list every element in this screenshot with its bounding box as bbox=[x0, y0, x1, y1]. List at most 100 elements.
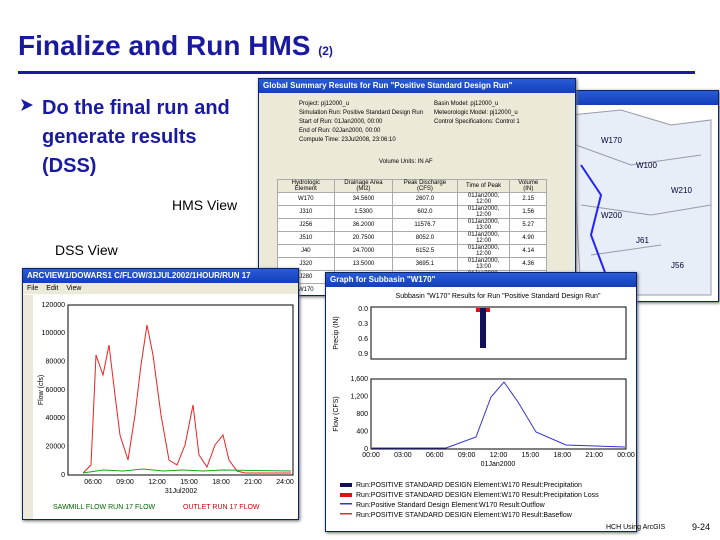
legend-swatch bbox=[340, 483, 352, 487]
map-label: J56 bbox=[671, 261, 684, 270]
header-cell: Drainage Area (MI2) bbox=[333, 179, 394, 193]
menu-bar: File Edit View bbox=[23, 283, 298, 294]
table-row: J320 13.5000 3695.1 01Jan2000, 13:00 4.36 bbox=[277, 257, 547, 271]
cell: 8052.0 bbox=[392, 231, 458, 245]
x-tick-label: 06:00 bbox=[426, 452, 444, 459]
graph-plot: Subbasin "W170" Results for Run "Positiv… bbox=[333, 293, 635, 519]
footer-left: HCH Using ArcGIS bbox=[606, 524, 666, 531]
x-tick-label: 24:00 bbox=[276, 479, 294, 486]
legend-entry: SAWMILL FLOW RUN 17 FLOW bbox=[53, 504, 156, 511]
map-label: W170 bbox=[601, 136, 622, 145]
flow-axis-label: Flow (CFS) bbox=[333, 396, 340, 431]
summary-field: Simulation Run: Positive Standard Design… bbox=[299, 110, 424, 116]
cell: 1.5300 bbox=[333, 205, 394, 219]
x-tick-label: 15:00 bbox=[180, 479, 198, 486]
flow-tick-label: 1,600 bbox=[350, 376, 368, 383]
cell: J510 bbox=[277, 231, 335, 245]
cell: 4.90 bbox=[509, 231, 547, 245]
table-row: Hydrologic Element Drainage Area (MI2) Pea… bbox=[277, 179, 547, 193]
map-label: W100 bbox=[636, 161, 657, 170]
table-row: J40 24.7000 6152.5 01Jan2000, 12:00 4.14 bbox=[277, 244, 547, 258]
y-tick-label: 0 bbox=[61, 472, 65, 479]
cell: 34.5600 bbox=[333, 192, 394, 206]
x-tick-label: 09:00 bbox=[116, 479, 134, 486]
flow-tick-label: 1,200 bbox=[350, 393, 368, 400]
x-tick-label: 12:00 bbox=[490, 452, 508, 459]
precip-axis-label: Precip (IN) bbox=[333, 316, 340, 349]
x-tick-label: 12:00 bbox=[148, 479, 166, 486]
hms-view-label: HMS View bbox=[172, 197, 238, 213]
precip-tick-label: 0.6 bbox=[358, 336, 368, 343]
summary-field: Compute Time: 23Jul2008, 23:06:10 bbox=[299, 137, 396, 143]
table-row: J510 20.7500 8052.0 01Jan2000, 12:00 4.90 bbox=[277, 231, 547, 245]
cell: 4.14 bbox=[509, 244, 547, 258]
cell: 13.5000 bbox=[333, 257, 394, 271]
x-tick-label: 06:00 bbox=[84, 479, 102, 486]
cell: 20.7500 bbox=[333, 231, 394, 245]
cell: 36.2000 bbox=[333, 218, 394, 232]
x-tick-label: 21:00 bbox=[244, 479, 262, 486]
header-cell: Volume (IN) bbox=[509, 179, 547, 193]
y-tick-label: 120000 bbox=[42, 302, 65, 309]
legend-swatch bbox=[340, 513, 352, 515]
flow-tick-label: 800 bbox=[356, 411, 368, 418]
cell: 4.36 bbox=[509, 257, 547, 271]
legend-entry: Run:POSITIVE STANDARD DESIGN Element:W17… bbox=[356, 512, 573, 519]
cell: 3695.1 bbox=[392, 257, 458, 271]
y-tick-label: 20000 bbox=[46, 444, 66, 451]
summary-field: Start of Run: 01Jan2000, 00:00 bbox=[299, 119, 383, 125]
precip-tick-label: 0.9 bbox=[358, 351, 368, 358]
x-tick-label: 21:00 bbox=[585, 452, 603, 459]
cell: 01Jan2000, 12:00 bbox=[456, 244, 511, 258]
legend-entry: OUTLET RUN 17 FLOW bbox=[183, 504, 260, 511]
cell: 01Jan2000, 12:00 bbox=[456, 192, 511, 206]
table-row: J310 1.5300 602.0 01Jan2000, 12:00 1.56 bbox=[277, 205, 547, 219]
title-bar: Graph for Subbasin "W170" bbox=[326, 273, 636, 287]
map-label: W200 bbox=[601, 211, 622, 220]
x-date: 31Jul2002 bbox=[165, 488, 197, 495]
header-cell: Peak Discharge (CFS) bbox=[392, 179, 458, 193]
legend-swatch bbox=[340, 493, 352, 497]
menu-item: View bbox=[66, 285, 82, 292]
table-row: J256 36.2000 11576.7 01Jan2000, 13:00 5.27 bbox=[277, 218, 547, 232]
dss-plot: 120000 100000 80000 60000 40000 20000 0 06:00 09… bbox=[23, 295, 294, 519]
cell: J310 bbox=[277, 205, 335, 219]
flow-tick-label: 0 bbox=[364, 446, 368, 453]
x-date: 01Jan2000 bbox=[481, 461, 516, 468]
title-bar: Global Summary Results for Run "Positive… bbox=[259, 79, 575, 93]
volume-units: Volume Units: IN AF bbox=[379, 159, 433, 165]
title-bar bbox=[561, 91, 718, 105]
x-tick-label: 18:00 bbox=[553, 452, 571, 459]
title-rule bbox=[18, 71, 695, 74]
cell: J256 bbox=[277, 218, 335, 232]
dss-window: ARCVIEW1/DOWARS1 C/FLOW/31JUL2002/1HOUR/… bbox=[22, 268, 299, 520]
header-cell: Hydrologic Element bbox=[277, 179, 335, 193]
x-tick-label: 15:00 bbox=[522, 452, 540, 459]
graph-window: Graph for Subbasin "W170" Subbasin "W170… bbox=[325, 272, 637, 532]
y-tick-label: 40000 bbox=[46, 415, 66, 422]
cell: 2.15 bbox=[509, 192, 547, 206]
legend-entry: Run:POSITIVE STANDARD DESIGN Element:W17… bbox=[356, 482, 582, 489]
bullet-icon bbox=[21, 99, 33, 111]
page-number: 9-24 bbox=[692, 522, 711, 532]
cell: 11576.7 bbox=[392, 218, 458, 232]
cell: 01Jan2000, 13:00 bbox=[456, 257, 511, 271]
cell: 5.27 bbox=[509, 218, 547, 232]
map-window: W170 W100 W210 W200 J61 J56 bbox=[560, 90, 719, 302]
map-label: W210 bbox=[671, 186, 692, 195]
summary-field: Meteorologic Model: pj12000_u bbox=[434, 110, 518, 116]
precip-tick-label: 0.0 bbox=[358, 306, 368, 313]
graph-header: Subbasin "W170" Results for Run "Positiv… bbox=[396, 293, 601, 300]
cell: 2607.0 bbox=[392, 192, 458, 206]
summary-window: Global Summary Results for Run "Positive… bbox=[258, 78, 576, 296]
menu-item: Edit bbox=[46, 285, 59, 292]
title: Finalize and Run HMS bbox=[18, 30, 311, 61]
legend-swatch bbox=[340, 503, 352, 505]
x-tick-label: 00:00 bbox=[617, 452, 635, 459]
y-tick-label: 100000 bbox=[42, 330, 65, 337]
precip-tick-label: 0.3 bbox=[358, 321, 368, 328]
cell: 602.0 bbox=[392, 205, 458, 219]
cell: 01Jan2000, 12:00 bbox=[456, 231, 511, 245]
x-tick-label: 09:00 bbox=[458, 452, 476, 459]
